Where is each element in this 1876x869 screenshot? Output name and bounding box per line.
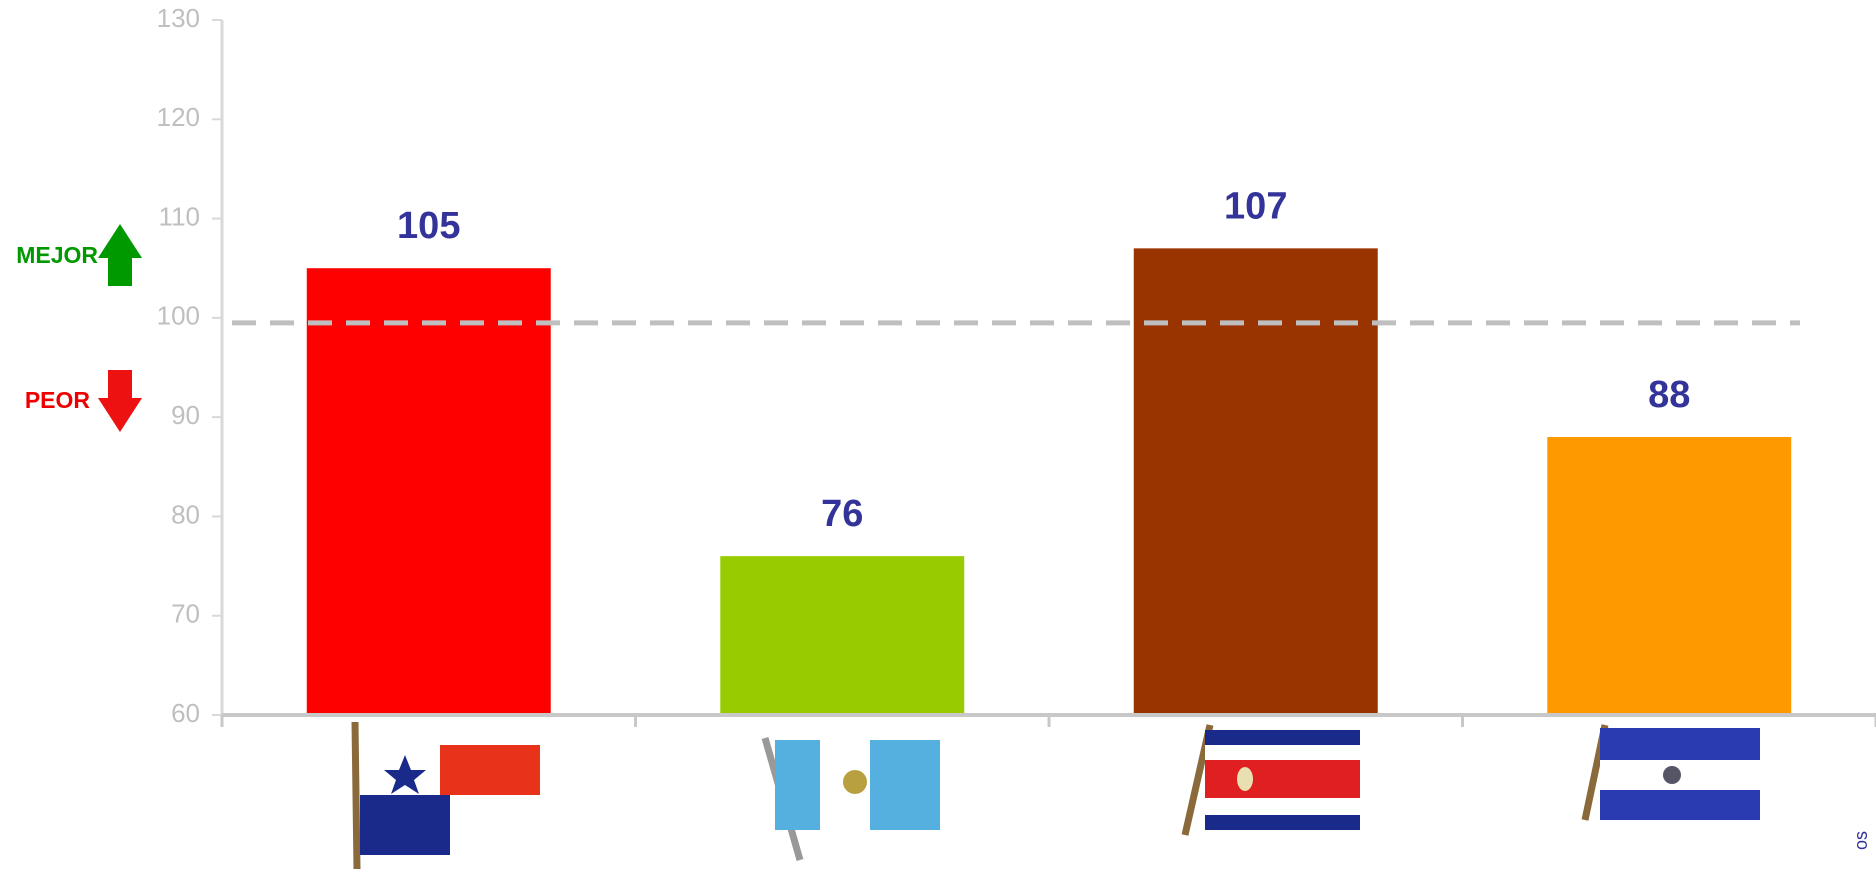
bar — [1547, 437, 1792, 715]
up-arrow — [98, 224, 142, 286]
value-label: 107 — [1224, 185, 1287, 227]
value-label: 105 — [397, 205, 460, 247]
y-tick-label: 60 — [171, 698, 200, 728]
down-arrow — [98, 370, 142, 432]
edge-text: os — [1851, 831, 1871, 850]
y-tick-label: 110 — [159, 201, 200, 231]
y-tick-label: 130 — [157, 3, 200, 33]
flag-costa-rica — [1181, 724, 1360, 836]
bar — [720, 556, 965, 715]
flag-panama — [351, 721, 540, 869]
value-label: 88 — [1648, 374, 1690, 416]
flag-guatemala — [761, 737, 940, 861]
value-label: 76 — [821, 493, 863, 535]
bar — [1133, 248, 1378, 715]
y-tick-label: 100 — [157, 301, 200, 331]
bar — [306, 268, 551, 715]
flag-el-salvador — [1581, 724, 1760, 821]
y-tick-label: 70 — [171, 599, 200, 629]
better-label: MEJOR — [16, 242, 98, 268]
y-tick-label: 90 — [171, 400, 200, 430]
y-tick-label: 120 — [157, 102, 200, 132]
worse-label: PEOR — [25, 387, 91, 413]
y-tick-label: 80 — [171, 499, 200, 529]
